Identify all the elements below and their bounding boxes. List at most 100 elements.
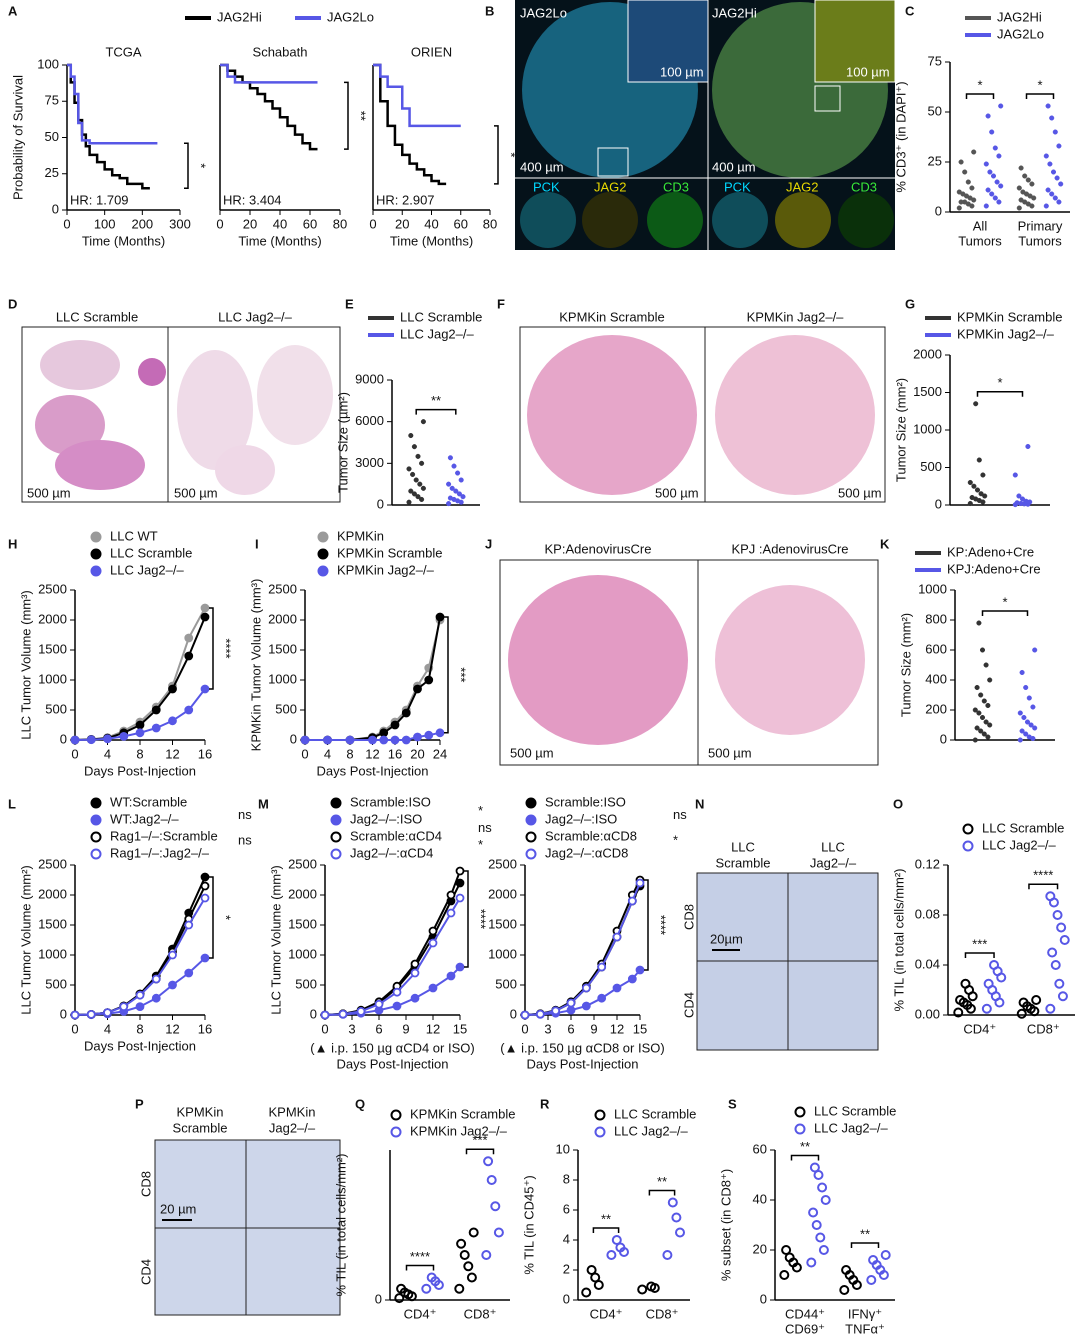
point (86, 735, 96, 745)
y-tick-label: 50 (928, 103, 942, 118)
significance-bracket (648, 1189, 676, 1196)
legend-label: Rag1–/–:Jag2–/– (110, 845, 210, 860)
legend-marker (330, 848, 342, 860)
x-tick-label: 3 (348, 1021, 355, 1036)
point (466, 1272, 477, 1283)
point (420, 485, 426, 491)
point (978, 692, 984, 698)
point (446, 501, 452, 507)
x-tick-label: 60 (454, 216, 468, 231)
significance-label: * (977, 77, 982, 92)
y-tick-label: 1000 (918, 581, 947, 596)
y-tick-label: 1000 (268, 671, 297, 686)
y-tick-label: 0.04 (915, 956, 940, 971)
legend-label: JAG2Lo (327, 9, 374, 24)
point (998, 183, 1004, 189)
point (1032, 647, 1038, 653)
point (581, 1001, 591, 1011)
column-label: Scramble (173, 1120, 228, 1135)
y-tick-label: 800 (925, 611, 947, 626)
legend-marker (594, 1126, 606, 1138)
panel-j-image: KP:AdenovirusCre KPJ :AdenovirusCre 500 … (499, 541, 879, 766)
legend-label: JAG2Hi (217, 9, 262, 24)
point (967, 500, 973, 507)
point (953, 1007, 964, 1018)
point (627, 896, 637, 906)
point (1018, 197, 1024, 203)
scale-bar-label: 500 µm (708, 745, 752, 760)
point (200, 612, 210, 622)
panel-label: P (135, 1096, 144, 1111)
point (1025, 443, 1031, 450)
scale-bar-label: 500 µm (655, 485, 699, 500)
x-tick-label: 8 (346, 746, 353, 761)
point (184, 651, 194, 661)
y-axis-label: Tumor Size (mm²) (893, 378, 908, 482)
y-axis-label: KPMKin Tumor Volume (mm³) (248, 579, 263, 752)
point (820, 1195, 831, 1205)
point (419, 460, 425, 466)
point (468, 1227, 479, 1238)
series-line (373, 63, 447, 186)
x-tick-label: 20 (395, 216, 409, 231)
panel-label: K (880, 536, 890, 551)
point (566, 1005, 576, 1015)
y-tick-label: 1500 (38, 641, 67, 656)
x-axis-label: Days Post-Injection (317, 763, 429, 778)
y-tick-label: 9000 (355, 371, 384, 386)
legend-label: KPMKin Scramble (410, 1106, 515, 1121)
point (612, 983, 622, 993)
y-tick-label: 500 (920, 459, 942, 474)
point (413, 477, 419, 483)
point (455, 893, 465, 903)
y-tick-label: 1000 (38, 671, 67, 686)
point (390, 735, 400, 745)
panel-label: B (485, 3, 494, 18)
point (151, 993, 161, 1003)
significance-bracket (494, 125, 499, 185)
point (446, 908, 456, 918)
chart-title: ORIEN (411, 44, 452, 59)
point (784, 1252, 795, 1263)
point (597, 962, 607, 972)
column-label: Scramble (716, 855, 771, 870)
point (1056, 922, 1067, 933)
point (411, 444, 417, 450)
significance-label: *** (472, 1133, 487, 1148)
point (612, 932, 622, 942)
point (415, 494, 421, 500)
y-tick-label: 0 (60, 1006, 67, 1021)
point (615, 1242, 626, 1253)
y-tick-label: 10 (556, 1141, 570, 1156)
panel-label: J (485, 536, 492, 551)
point (483, 1156, 494, 1167)
legend-label: Scramble:ISO (545, 794, 626, 809)
legend-note: ns (673, 807, 687, 822)
y-tick-label: 3000 (355, 455, 384, 470)
point (428, 926, 438, 936)
panel-p-image: KPMKin Scramble KPMKin Jag2–/– CD8 CD4 2… (138, 1104, 341, 1316)
point (675, 1227, 685, 1238)
point (983, 662, 989, 668)
point (971, 483, 977, 489)
significance-label: ** (800, 1139, 810, 1154)
y-tick-label: 2000 (913, 346, 942, 361)
point (103, 1008, 112, 1017)
point (972, 737, 978, 743)
legend-note: ns (238, 807, 252, 822)
point (880, 1250, 891, 1260)
y-tick-label: 25 (928, 153, 942, 168)
legend-marker (525, 814, 537, 826)
y-tick-label: 0 (377, 496, 384, 511)
point (811, 1220, 822, 1230)
y-tick-label: 6 (563, 1201, 570, 1216)
point (379, 728, 389, 738)
point (184, 920, 194, 930)
point (962, 169, 968, 175)
column-label: Jag2–/– (810, 855, 857, 870)
scale-bar-label: 500 µm (27, 485, 71, 500)
legend-marker (390, 1109, 402, 1121)
y-tick-label: 2500 (38, 581, 67, 596)
y-tick-label: 2000 (288, 886, 317, 901)
x-tick-label: 9 (402, 1021, 409, 1036)
